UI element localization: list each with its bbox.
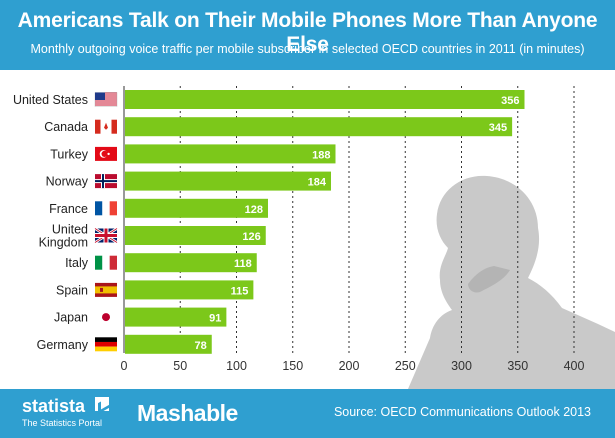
flag-uk-icon (94, 227, 118, 244)
bar (125, 144, 336, 164)
x-tick-label: 250 (395, 359, 416, 373)
x-tick-label: 300 (451, 359, 472, 373)
x-tick-label: 0 (121, 359, 128, 373)
bar-value-label: 118 (234, 258, 252, 270)
flag-france-icon (95, 201, 117, 216)
x-axis-ticks: 0 50 100 150 200 250 300 350 400 (121, 359, 585, 373)
category-label: Italy (65, 256, 89, 270)
bar-value-label: 91 (209, 313, 221, 325)
statista-tagline: The Statistics Portal (22, 418, 103, 428)
footer-banner: statista The Statistics Portal Mashable … (0, 389, 615, 438)
bar (125, 198, 268, 218)
source-note: Source: OECD Communications Outlook 2013 (333, 405, 591, 419)
bar-value-label: 115 (231, 285, 249, 297)
bar-value-label: 128 (245, 204, 263, 216)
flag-italy-icon (95, 255, 117, 270)
chart-bars: 356 345 188 184 128 126 118 115 91 78 (125, 90, 525, 354)
category-labels: United States Canada Turkey Norway France Uni… (13, 93, 89, 352)
statista-logo-icon (95, 397, 109, 411)
x-tick-label: 100 (226, 359, 247, 373)
chart-title: Americans Talk on Their Mobile Phones Mo… (17, 9, 598, 56)
bar (125, 117, 513, 137)
person-on-phone-silhouette-icon (408, 175, 615, 389)
bar (125, 334, 212, 354)
bar-chart: 356 345 188 184 128 126 118 115 91 78 United Stat… (13, 86, 615, 389)
category-label: Germany (37, 338, 89, 352)
bar-value-label: 78 (195, 340, 207, 352)
bar-value-label: 184 (308, 177, 327, 189)
category-label: Norway (46, 175, 89, 189)
statista-logo-text: statista (22, 396, 86, 416)
x-tick-label: 400 (564, 359, 585, 373)
bar (125, 307, 227, 327)
chart-subtitle: Monthly outgoing voice traffic per mobil… (30, 42, 585, 56)
x-tick-label: 200 (339, 359, 360, 373)
bar-value-label: 126 (242, 231, 260, 243)
bar (125, 90, 525, 109)
x-tick-label: 150 (282, 359, 303, 373)
bar (125, 280, 254, 300)
flag-icons (94, 92, 118, 352)
bar-value-label: 345 (489, 122, 507, 134)
flag-norway-icon (95, 174, 117, 189)
category-label: Japan (54, 311, 88, 325)
header-banner: Americans Talk on Their Mobile Phones Mo… (0, 0, 615, 70)
category-label: Spain (56, 283, 88, 297)
flag-germany-icon (95, 337, 117, 352)
flag-usa-icon (94, 92, 118, 107)
flag-turkey-icon (95, 146, 117, 161)
category-label: United States (13, 93, 88, 107)
category-label: United Kingdom (39, 223, 88, 250)
flag-japan-icon (95, 310, 117, 325)
chart-grid (123, 86, 575, 353)
bar (125, 226, 266, 245)
x-tick-label: 50 (173, 359, 187, 373)
flag-canada-icon (95, 119, 117, 134)
flag-spain-icon (95, 282, 117, 297)
bar-value-label: 188 (312, 149, 330, 161)
bar (125, 253, 257, 273)
bar (125, 171, 331, 191)
category-label: France (49, 202, 88, 216)
category-label: Canada (44, 120, 88, 134)
x-tick-label: 350 (507, 359, 528, 373)
bar-value-label: 356 (501, 95, 519, 107)
category-label: Turkey (50, 147, 88, 161)
mashable-logo-text: Mashable (137, 400, 238, 426)
